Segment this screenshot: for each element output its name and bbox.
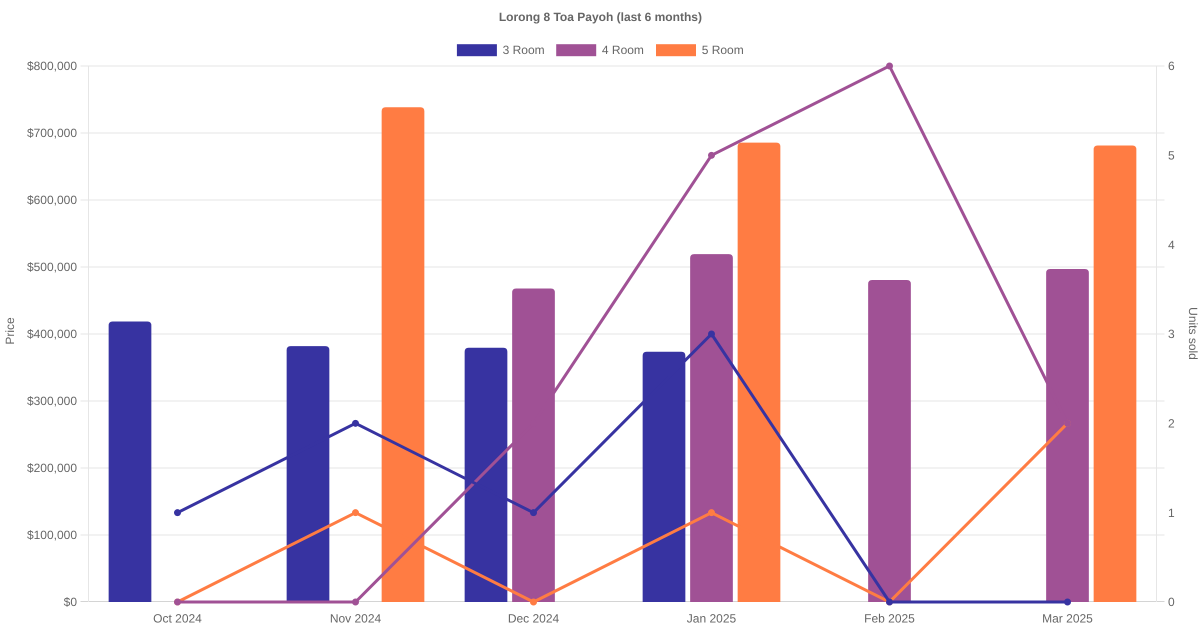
svg-text:5 Room: 5 Room — [702, 43, 744, 57]
svg-text:Feb 2025: Feb 2025 — [864, 612, 915, 626]
svg-text:$100,000: $100,000 — [27, 528, 77, 542]
svg-text:Mar 2025: Mar 2025 — [1042, 612, 1093, 626]
svg-text:Price: Price — [3, 317, 17, 345]
svg-text:$300,000: $300,000 — [27, 394, 77, 408]
svg-text:4 Room: 4 Room — [602, 43, 644, 57]
svg-text:$700,000: $700,000 — [27, 126, 77, 140]
svg-text:$0: $0 — [64, 595, 78, 609]
svg-text:6: 6 — [1168, 59, 1175, 73]
svg-text:0: 0 — [1168, 595, 1175, 609]
svg-text:Lorong 8 Toa Payoh (last 6 mon: Lorong 8 Toa Payoh (last 6 months) — [499, 10, 702, 24]
svg-text:Oct 2024: Oct 2024 — [153, 612, 202, 626]
svg-text:3 Room: 3 Room — [503, 43, 545, 57]
svg-text:Units sold: Units sold — [1186, 307, 1200, 360]
svg-text:Nov 2024: Nov 2024 — [330, 612, 382, 626]
svg-text:$600,000: $600,000 — [27, 193, 77, 207]
svg-text:$400,000: $400,000 — [27, 327, 77, 341]
svg-text:Dec 2024: Dec 2024 — [508, 612, 560, 626]
svg-text:Jan 2025: Jan 2025 — [687, 612, 737, 626]
svg-text:5: 5 — [1168, 149, 1175, 163]
svg-text:3: 3 — [1168, 327, 1175, 341]
svg-text:1: 1 — [1168, 506, 1175, 520]
svg-text:$500,000: $500,000 — [27, 260, 77, 274]
svg-text:4: 4 — [1168, 238, 1175, 252]
svg-text:$200,000: $200,000 — [27, 461, 77, 475]
svg-text:2: 2 — [1168, 417, 1175, 431]
svg-text:$800,000: $800,000 — [27, 59, 77, 73]
